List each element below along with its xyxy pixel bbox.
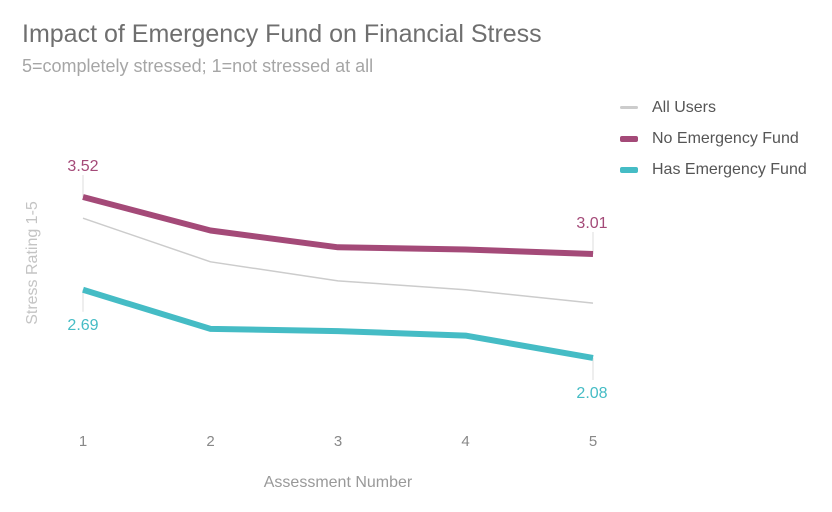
x-tick-label: 1 bbox=[79, 433, 87, 450]
x-tick-label: 2 bbox=[206, 433, 214, 450]
series-line-has-emergency-fund bbox=[82, 286, 594, 361]
legend-item-no-emergency-fund[interactable]: No Emergency Fund bbox=[620, 123, 807, 154]
x-tick-label: 5 bbox=[589, 433, 597, 450]
legend-swatch bbox=[620, 135, 638, 142]
legend-swatch bbox=[620, 106, 638, 109]
chart-title: Impact of Emergency Fund on Financial St… bbox=[22, 20, 542, 48]
y-axis-label: Stress Rating 1-5 bbox=[24, 201, 41, 325]
x-tick-label: 4 bbox=[461, 433, 469, 450]
legend: All Users No Emergency Fund Has Emergenc… bbox=[620, 92, 807, 185]
x-tick-label: 3 bbox=[334, 433, 342, 450]
series-line-all-users bbox=[82, 217, 594, 304]
series-line-no-emergency-fund bbox=[82, 194, 594, 257]
data-label: 2.69 bbox=[67, 317, 98, 334]
legend-swatch bbox=[620, 166, 638, 173]
legend-item-all-users[interactable]: All Users bbox=[620, 92, 807, 123]
data-label: 3.52 bbox=[67, 158, 98, 175]
data-label: 3.01 bbox=[576, 215, 607, 232]
x-axis-label: Assessment Number bbox=[264, 474, 413, 491]
legend-label: Has Emergency Fund bbox=[652, 160, 807, 178]
legend-label: No Emergency Fund bbox=[652, 129, 799, 147]
chart-subtitle: 5=completely stressed; 1=not stressed at… bbox=[22, 56, 374, 76]
data-label: 2.08 bbox=[576, 385, 607, 402]
legend-label: All Users bbox=[652, 98, 717, 116]
legend-item-has-emergency-fund[interactable]: Has Emergency Fund bbox=[620, 154, 807, 185]
